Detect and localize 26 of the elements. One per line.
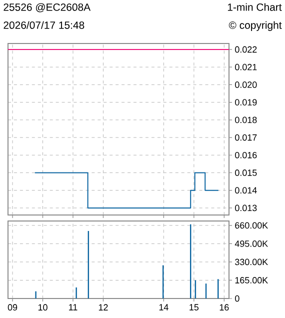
y-tick-label: 165.00K xyxy=(235,277,268,284)
chart-subtitle: 2026/07/17 15:48 xyxy=(4,21,84,29)
y-tick-label: 0.017 xyxy=(235,134,257,141)
x-tick-label: 09 xyxy=(8,304,18,311)
y-tick-label: 0.014 xyxy=(235,187,257,194)
text: © copyright xyxy=(228,21,282,31)
x-tick-label: 10 xyxy=(38,304,48,311)
y-tick-label: 660.00K xyxy=(235,222,268,229)
y-tick-label: 495.00K xyxy=(234,240,268,247)
y-tick-label: 0.020 xyxy=(235,82,257,88)
y-tick-label: 0.016 xyxy=(235,152,257,158)
x-tick-label: 15 xyxy=(190,304,199,310)
y-tick-label: 0.021 xyxy=(235,64,257,70)
y-tick-label: 0.013 xyxy=(235,204,257,212)
y-tick-label: 0.019 xyxy=(235,99,257,106)
y-tick-label: 330.00K xyxy=(235,258,268,266)
x-tick-label: 12 xyxy=(98,304,108,310)
y-tick-label: 0 xyxy=(235,295,240,302)
text: 1-min Chart xyxy=(228,3,282,11)
y-tick-label: 0.015 xyxy=(235,170,257,176)
x-tick-label: 11 xyxy=(69,304,78,310)
y-tick-label: 0.022 xyxy=(235,46,257,53)
chart-title: 25526 @EC2608A xyxy=(4,3,91,12)
x-tick-label: 14 xyxy=(159,304,168,310)
y-tick-label: 0.018 xyxy=(235,116,257,124)
x-tick-label: 16 xyxy=(220,304,229,311)
